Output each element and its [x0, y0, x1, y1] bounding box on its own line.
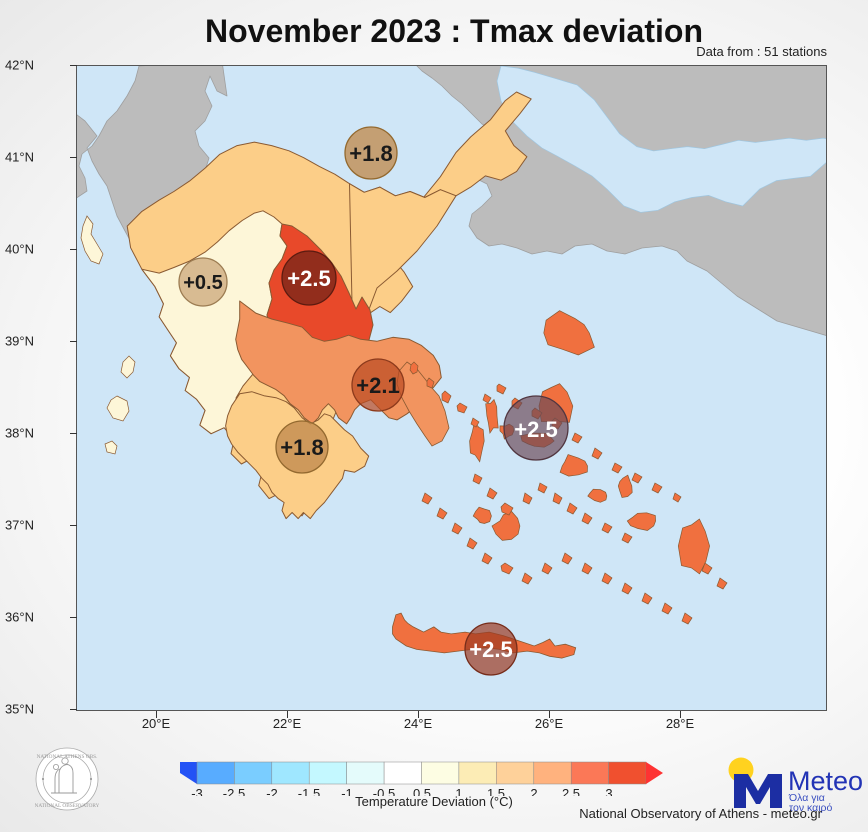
svg-text:+0.5: +0.5	[183, 272, 222, 294]
svg-text:+2.5: +2.5	[514, 417, 557, 442]
svg-text:+1.8: +1.8	[280, 435, 323, 460]
svg-text:NATIONAL ATHENS OBS.: NATIONAL ATHENS OBS.	[37, 754, 98, 760]
svg-text:+1.8: +1.8	[349, 141, 392, 166]
svg-text:+2.1: +2.1	[356, 373, 399, 398]
svg-text:NATIONAL OBSERVATORY: NATIONAL OBSERVATORY	[35, 803, 99, 809]
svg-text:+2.5: +2.5	[287, 266, 330, 291]
svg-text:+2.5: +2.5	[469, 637, 512, 662]
